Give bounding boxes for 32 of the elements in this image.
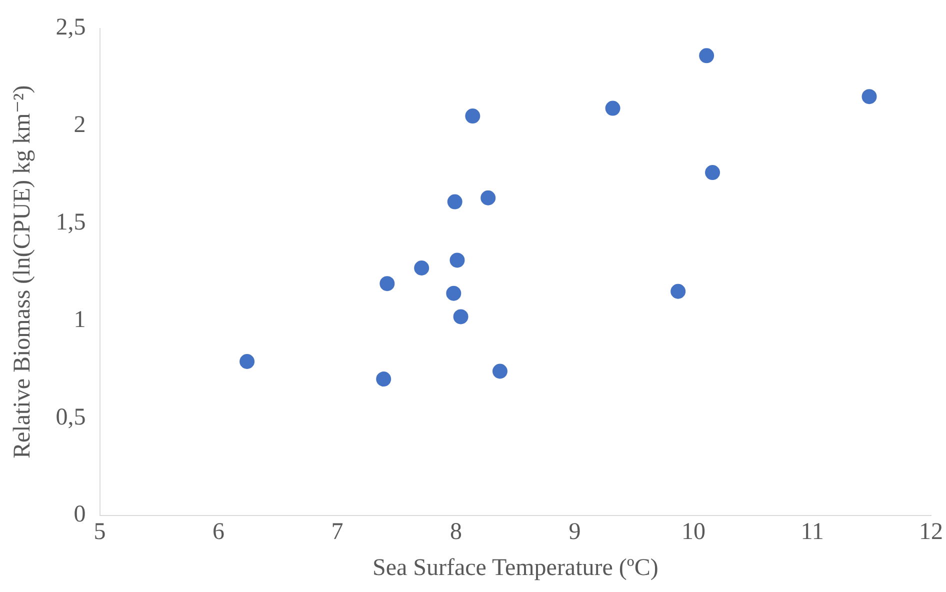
- y-tick-label: 1,5: [56, 209, 86, 236]
- point: [380, 276, 395, 292]
- x-tick-label: 6: [212, 519, 225, 546]
- point: [447, 194, 462, 210]
- y-tick-label: 1: [74, 306, 86, 333]
- point: [605, 100, 620, 116]
- point: [492, 364, 508, 379]
- point: [670, 284, 686, 299]
- x-tick-label: 9: [568, 519, 581, 546]
- point: [699, 48, 714, 64]
- point: [446, 286, 462, 301]
- y-tick-label: 2,5: [56, 14, 86, 41]
- x-tick-label: 5: [94, 519, 106, 546]
- x-tick-label: 11: [800, 519, 824, 546]
- y-tick-label: 0: [74, 502, 86, 528]
- point: [705, 165, 720, 180]
- y-tick-label: 2: [74, 112, 86, 138]
- point: [240, 354, 255, 370]
- point: [465, 108, 480, 124]
- point: [376, 372, 392, 387]
- point: [414, 260, 430, 276]
- x-tick-label: 8: [450, 519, 462, 546]
- y-tick-label: 0,5: [56, 404, 86, 430]
- x-tick-label: 7: [331, 519, 344, 546]
- y-axis-title: Relative Biomass (ln(CPUE) kg km⁻²): [10, 85, 36, 458]
- x-tick-label: 12: [919, 519, 943, 546]
- point: [480, 190, 496, 206]
- point: [862, 89, 877, 104]
- point: [450, 252, 465, 268]
- point: [453, 309, 468, 324]
- x-axis-title: Sea Surface Temperature (ºC): [372, 554, 658, 581]
- x-tick-label: 10: [682, 519, 706, 546]
